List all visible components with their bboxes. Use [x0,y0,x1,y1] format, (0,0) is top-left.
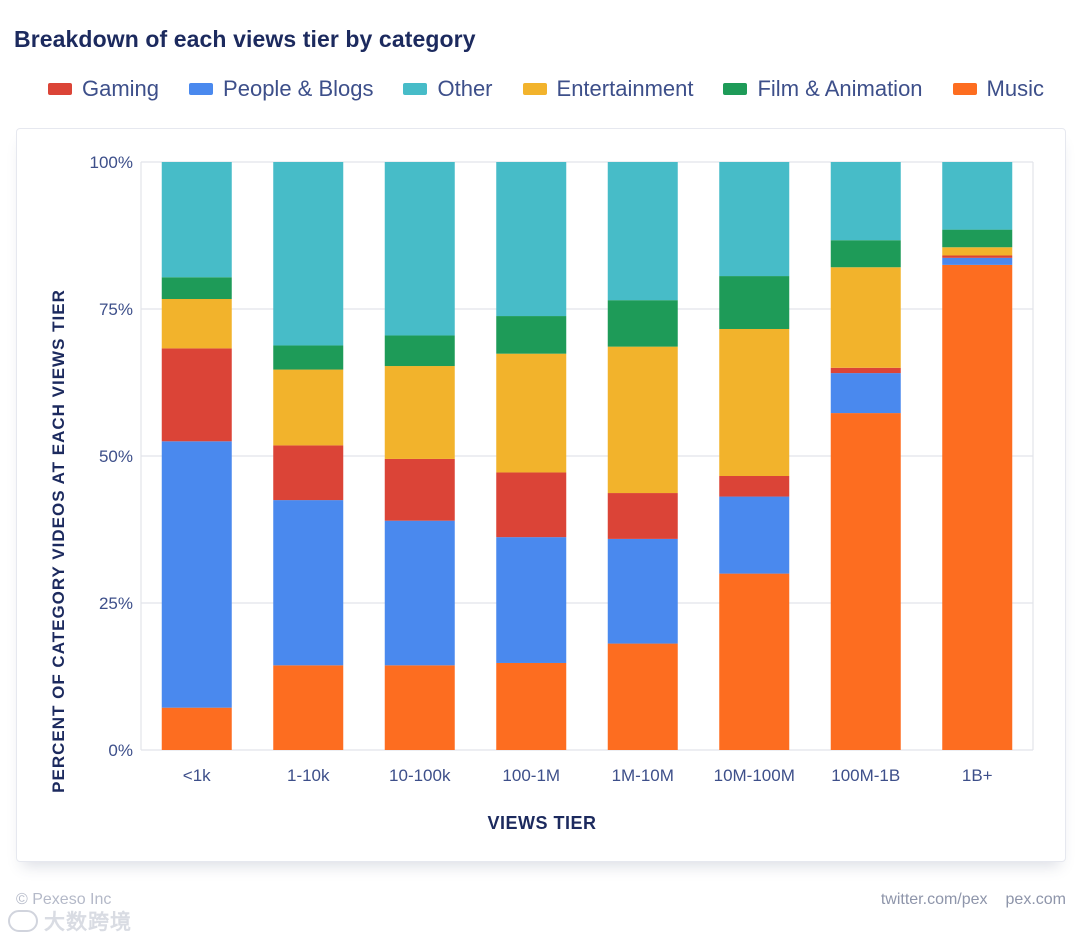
bar-segment-entertainment[interactable] [384,366,455,459]
watermark-text: 大数跨境 [44,911,132,934]
bar-segment-people-blogs[interactable] [496,537,567,663]
y-tick-labels: 0% 25% 50% 75% 100% [90,153,133,760]
legend-item-entertainment[interactable]: Entertainment [522,76,694,102]
bar-segment-other[interactable] [719,162,790,277]
bar-segment-film-animation[interactable] [830,240,901,268]
bar-segment-people-blogs[interactable] [161,441,232,708]
x-axis-label: VIEWS TIER [487,813,596,833]
bar-segment-other[interactable] [273,162,344,346]
legend-label-film-animation: Film & Animation [757,76,923,101]
bar-segment-film-animation[interactable] [384,335,455,367]
legend-label-people-blogs: People & Blogs [223,76,374,101]
bar-segment-entertainment[interactable] [830,267,901,368]
bar-segment-other[interactable] [830,162,901,241]
bar-segment-gaming[interactable] [384,458,455,521]
x-tick-label: 10-100k [389,766,451,785]
bar-segment-music[interactable] [719,573,790,750]
x-tick-label: 100M-1B [831,766,900,785]
bar-segment-music[interactable] [384,665,455,750]
bar-segment-music[interactable] [161,707,232,750]
legend-item-people-blogs[interactable]: People & Blogs [189,76,373,102]
y-tick-label: 100% [90,153,133,172]
legend: Gaming People & Blogs Other Entertainmen… [48,74,1044,104]
x-tick-label: 1-10k [287,766,330,785]
bar-segment-music[interactable] [607,643,678,750]
bar-segment-other[interactable] [384,162,455,336]
x-tick-label: <1k [183,766,211,785]
legend-label-music: Music [986,76,1044,101]
legend-swatch-other [403,83,428,95]
legend-swatch-music [952,83,977,95]
legend-label-gaming: Gaming [82,76,160,101]
bar-segment-music[interactable] [942,264,1013,750]
y-axis-label: PERCENT OF CATEGORY VIDEOS AT EACH VIEWS… [49,289,68,793]
legend-swatch-people-blogs [189,83,214,95]
legend-swatch-gaming [48,83,72,95]
bar-segment-other[interactable] [161,162,232,278]
bar-segment-entertainment[interactable] [273,369,344,446]
bar-segment-film-animation[interactable] [273,345,344,370]
x-tick-label: 1M-10M [612,766,674,785]
bar-segment-people-blogs[interactable] [273,500,344,666]
bar-segment-other[interactable] [942,162,1013,230]
bar-segment-people-blogs[interactable] [942,257,1013,265]
bar-segment-gaming[interactable] [496,472,567,538]
legend-swatch-film-animation [723,83,748,95]
bar-segment-film-animation[interactable] [607,300,678,347]
stacked-bar-chart: 0% 25% 50% 75% 100% <1k 1-10k 10-100k 100-1M 1M-… [49,153,1034,833]
website-link[interactable]: pex.com [1005,891,1066,908]
bar-segment-people-blogs[interactable] [607,538,678,644]
footer-links: twitter.com/pex pex.com [881,891,1066,909]
y-tick-label: 75% [99,300,133,319]
legend-item-other[interactable]: Other [403,76,493,102]
bar-segment-gaming[interactable] [161,348,232,442]
bar-segment-film-animation[interactable] [161,277,232,300]
bar-segment-people-blogs[interactable] [719,496,790,574]
bar-segment-gaming[interactable] [273,445,344,501]
bar-segment-music[interactable] [830,413,901,750]
bar-segment-film-animation[interactable] [942,229,1013,248]
bar-segment-other[interactable] [607,162,678,301]
bar-segment-gaming[interactable] [607,493,678,539]
bar-segment-entertainment[interactable] [496,353,567,473]
bar-segment-entertainment[interactable] [607,346,678,494]
bar-segment-film-animation[interactable] [719,276,790,329]
y-tick-label: 25% [99,594,133,613]
legend-label-entertainment: Entertainment [556,76,694,101]
chart-card: 0% 25% 50% 75% 100% <1k 1-10k 10-100k 100-1M 1M-… [16,128,1066,862]
bar-segment-gaming[interactable] [942,255,1013,258]
twitter-link[interactable]: twitter.com/pex [880,891,988,908]
legend-item-music[interactable]: Music [952,76,1044,102]
bar-segment-film-animation[interactable] [496,316,567,354]
bar-segment-people-blogs[interactable] [384,520,455,666]
bars [161,162,1013,750]
watermark-logo-icon [8,910,38,932]
y-tick-label: 0% [108,741,133,760]
x-tick-labels: <1k 1-10k 10-100k 100-1M 1M-10M 10M-100M 100M-… [183,766,993,785]
x-tick-label: 1B+ [962,766,993,785]
bar-segment-music[interactable] [273,665,344,750]
bar-segment-music[interactable] [496,662,567,750]
watermark: 大数跨境 [8,906,132,936]
copyright: © Pexeso Inc [16,891,112,908]
bar-segment-people-blogs[interactable] [830,373,901,414]
legend-item-gaming[interactable]: Gaming [48,76,159,102]
legend-swatch-entertainment [522,83,547,95]
legend-label-other: Other [437,76,493,101]
bar-segment-entertainment[interactable] [719,328,790,476]
bar-segment-gaming[interactable] [830,367,901,374]
bar-segment-entertainment[interactable] [161,299,232,349]
x-tick-label: 10M-100M [714,766,795,785]
chart-title: Breakdown of each views tier by category [14,26,476,52]
bar-segment-entertainment[interactable] [942,247,1013,256]
legend-item-film-animation[interactable]: Film & Animation [723,76,923,102]
bar-segment-other[interactable] [496,162,567,317]
y-tick-label: 50% [99,447,133,466]
x-tick-label: 100-1M [502,766,560,785]
bar-segment-gaming[interactable] [719,475,790,497]
